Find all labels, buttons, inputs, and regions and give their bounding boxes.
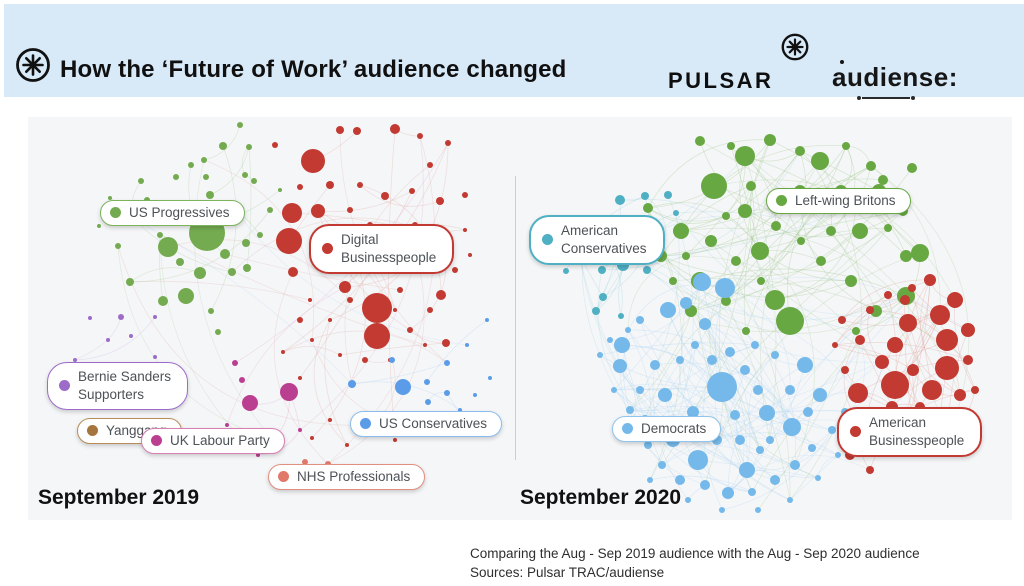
- footer-line-2: Sources: Pulsar TRAC/audiense: [470, 564, 665, 580]
- cluster-dot-american-businesspeople: [850, 426, 861, 438]
- cluster-label-digital-businesspeople: Digital Businesspeople: [309, 224, 455, 274]
- cluster-american-businesspeople-nodes: [832, 274, 979, 474]
- cluster-label-us-conservatives: US Conservatives: [350, 411, 503, 437]
- cluster-label-text: US Conservatives: [379, 416, 488, 431]
- cluster-label-text: UK Labour Party: [170, 433, 270, 448]
- footer-caption: Comparing the Aug - Sep 2019 audience wi…: [470, 545, 920, 583]
- cluster-dot-yanggang: [87, 425, 98, 437]
- pulsar-logo: PULSAR: [668, 68, 774, 93]
- cluster-left-wing-britons-nodes: [643, 134, 929, 335]
- right-graph-title: September 2020: [520, 486, 682, 509]
- cluster-label-text: Digital Businesspeople: [341, 232, 437, 265]
- cluster-dot-nhs-professionals: [278, 471, 289, 483]
- cluster-label-bernie-sanders-supporters: Bernie Sanders Supporters: [47, 362, 189, 410]
- cluster-dot-bernie-sanders-supporters: [59, 380, 70, 392]
- page-title: How the ‘Future of Work’ audience change…: [60, 56, 567, 83]
- audiense-logo: audiense:: [832, 62, 958, 92]
- cluster-label-democrats: Democrats: [612, 416, 722, 442]
- left-graph-title: September 2019: [38, 486, 200, 509]
- cluster-label-text: US Progressives: [129, 205, 230, 220]
- cluster-label-american-businesspeople: American Businesspeople: [837, 407, 983, 457]
- header-band: How the ‘Future of Work’ audience change…: [4, 4, 1024, 99]
- audiense-logo-underline: [857, 95, 915, 99]
- cluster-dot-us-progressives: [110, 207, 121, 219]
- cluster-uk-labour-party-nodes: [225, 360, 302, 457]
- cluster-label-text: NHS Professionals: [297, 469, 411, 484]
- cluster-us-conservatives-nodes: [348, 318, 492, 433]
- audiense-logo-dot: [840, 60, 844, 64]
- cluster-label-text: American Conservatives: [561, 223, 647, 256]
- cluster-label-uk-labour-party: UK Labour Party: [141, 428, 285, 454]
- cluster-label-left-wing-britons: Left-wing Britons: [766, 188, 911, 214]
- cluster-label-american-conservatives: American Conservatives: [529, 215, 665, 265]
- cluster-label-nhs-professionals: NHS Professionals: [268, 464, 426, 490]
- cluster-dot-democrats: [622, 423, 633, 435]
- cluster-label-us-progressives: US Progressives: [100, 200, 245, 226]
- cluster-bernie-sanders-supporters-nodes: [73, 314, 157, 362]
- cluster-label-text: American Businesspeople: [869, 415, 965, 448]
- cluster-dot-left-wing-britons: [776, 195, 787, 207]
- panel-divider: [515, 176, 516, 460]
- cluster-us-progressives-nodes: [97, 122, 282, 335]
- cluster-label-text: Democrats: [641, 421, 707, 436]
- footer-line-1: Comparing the Aug - Sep 2019 audience wi…: [470, 546, 920, 561]
- cluster-label-text: Bernie Sanders Supporters: [78, 369, 172, 402]
- pulsar-asterisk-icon: [16, 48, 50, 82]
- pulsar-asterisk-icon: [781, 33, 809, 61]
- cluster-dot-uk-labour-party: [151, 435, 162, 447]
- cluster-dot-us-conservatives: [360, 418, 371, 430]
- cluster-dot-american-conservatives: [542, 234, 553, 246]
- cluster-label-text: Left-wing Britons: [795, 193, 896, 208]
- cluster-dot-digital-businesspeople: [322, 243, 333, 255]
